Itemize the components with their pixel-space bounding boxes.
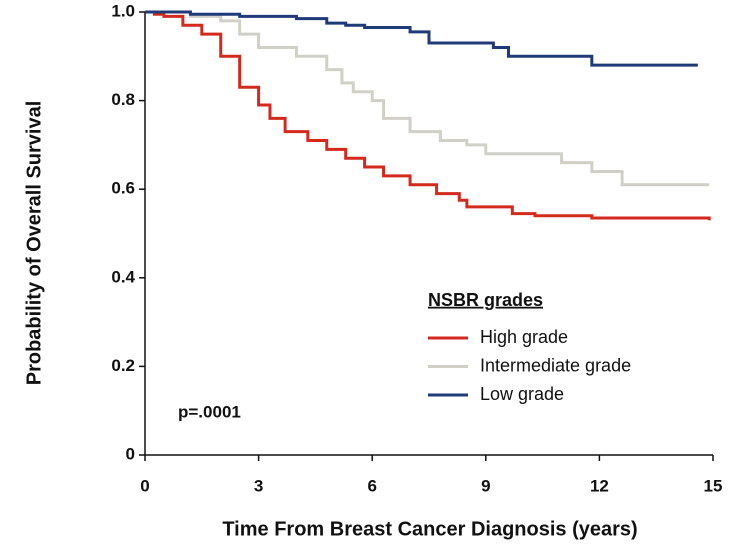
y-tick-label: 0.2 (111, 356, 135, 375)
y-tick-label: 0.6 (111, 179, 135, 198)
y-tick-label: 1.0 (111, 1, 135, 20)
y-axis-label: Probability of Overall Survival (23, 101, 45, 386)
annotation: p=.0001 (178, 402, 241, 421)
legend-label: Low grade (480, 384, 564, 404)
legend-label: Intermediate grade (480, 355, 631, 375)
x-tick-label: 9 (481, 476, 490, 495)
survival-curve (145, 10, 710, 187)
y-tick-label: 0.4 (111, 267, 135, 286)
survival-curve (145, 10, 711, 221)
legend-title: NSBR grades (428, 290, 543, 310)
y-tick-label: 0.8 (111, 90, 135, 109)
survival-curve (145, 10, 698, 67)
x-tick-label: 12 (590, 476, 609, 495)
x-tick-label: 15 (704, 476, 723, 495)
x-axis-label: Time From Breast Cancer Diagnosis (years… (222, 518, 637, 540)
x-tick-label: 0 (140, 476, 149, 495)
x-tick-label: 3 (254, 476, 263, 495)
x-tick-label: 6 (367, 476, 376, 495)
legend-label: High grade (480, 327, 568, 347)
y-tick-label: 0 (126, 444, 135, 463)
